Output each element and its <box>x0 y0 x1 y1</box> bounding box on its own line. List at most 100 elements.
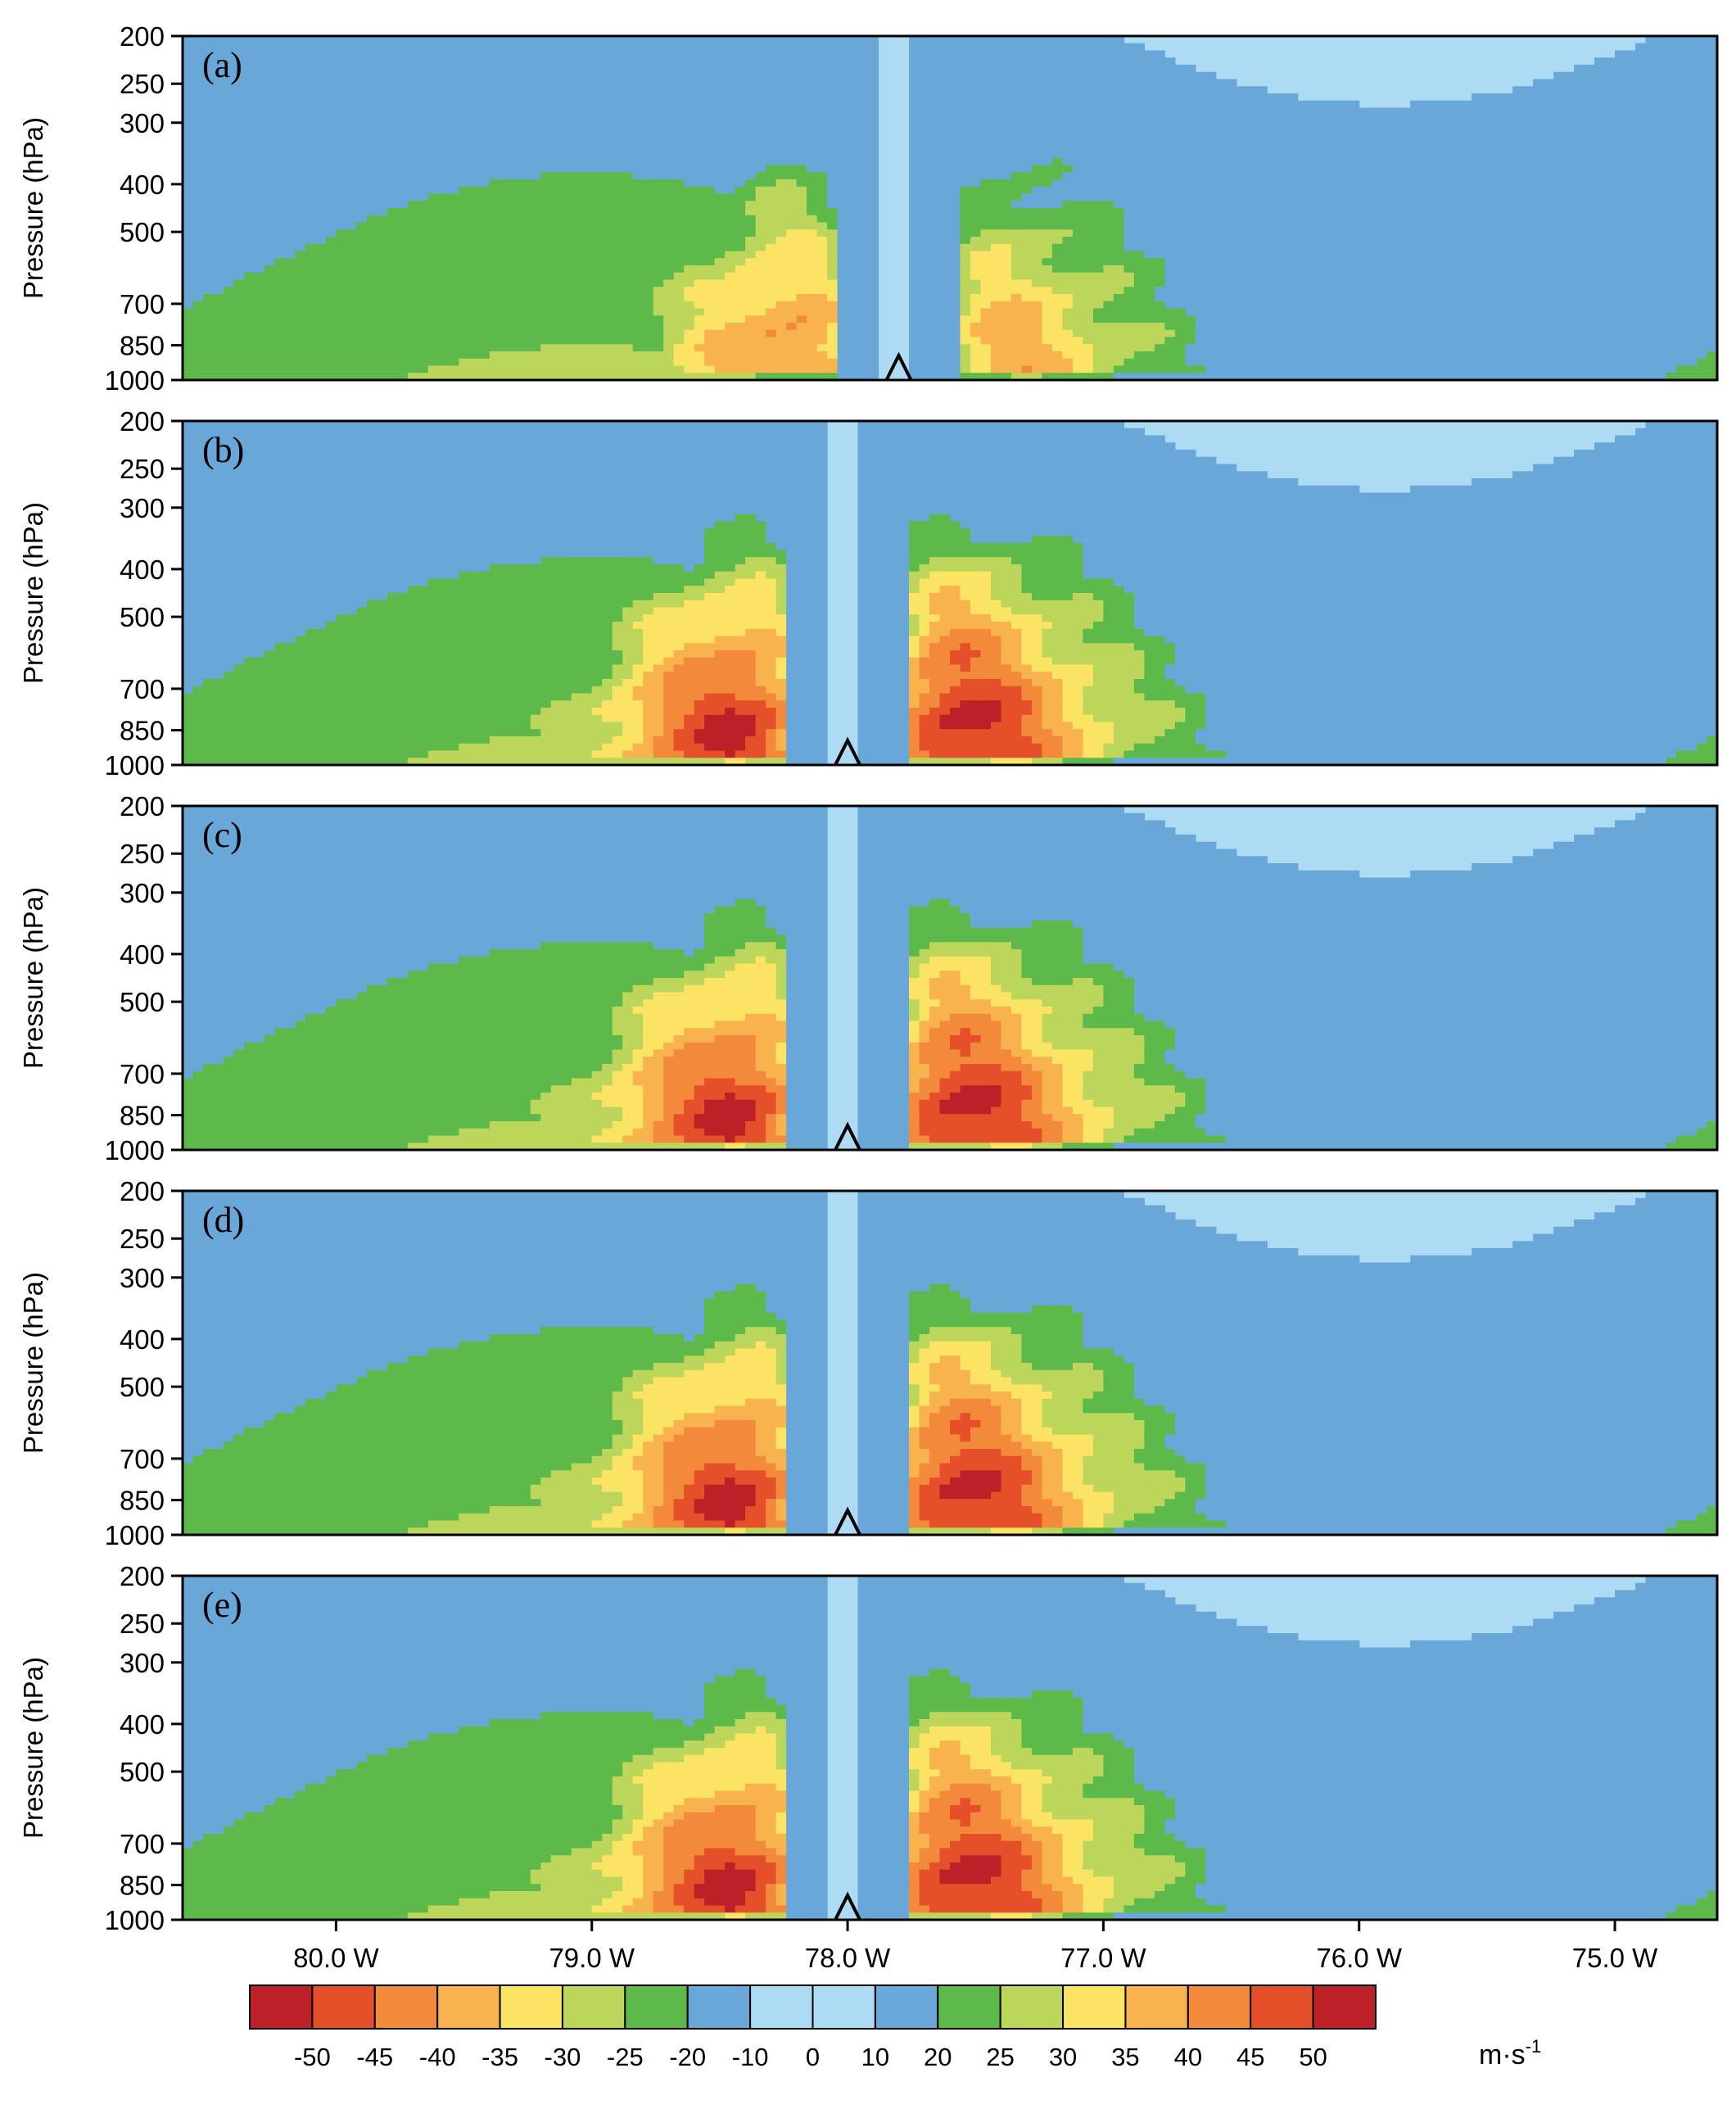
colorbar-tick-label: 45 <box>1236 2043 1264 2071</box>
y-axis-label: Pressure (hPa) <box>18 1657 48 1839</box>
colorbar-swatch <box>373 1984 439 2030</box>
y-tick-label: 1000 <box>105 1135 165 1165</box>
y-tick-label: 500 <box>120 1372 165 1402</box>
panel-label: (d) <box>202 1200 244 1240</box>
y-tick-label: 300 <box>120 878 165 908</box>
y-tick-label: 400 <box>120 170 165 200</box>
colorbar-swatch <box>937 1984 1001 2030</box>
y-tick-label: 400 <box>120 1324 165 1355</box>
y-tick-label: 250 <box>120 839 165 869</box>
y-axis-label: Pressure (hPa) <box>18 887 48 1069</box>
colorbar-swatch <box>1187 1984 1252 2030</box>
y-tick-label: 200 <box>120 1561 165 1591</box>
y-axis-label: Pressure (hPa) <box>18 117 48 299</box>
wind-speed-field <box>183 1191 1717 1535</box>
colorbar-tick-label: 10 <box>861 2043 889 2071</box>
panel-label: (b) <box>202 430 244 470</box>
y-tick-label: 300 <box>120 493 165 523</box>
y-tick-label: 500 <box>120 1757 165 1787</box>
y-tick-label: 200 <box>120 21 165 52</box>
colorbar-swatch <box>999 1984 1065 2030</box>
panel-c: 200 250 300 400 500 700 850 1000 Pressure (hPa) (… <box>18 791 1719 1165</box>
y-tick-label: 700 <box>120 1829 165 1859</box>
colorbar-tick-label: 50 <box>1299 2043 1327 2071</box>
y-tick-label: 850 <box>120 1101 165 1131</box>
y-tick-label: 700 <box>120 289 165 319</box>
panel-label: (e) <box>202 1585 242 1625</box>
wind-speed-field <box>183 421 1717 765</box>
y-tick-label: 1000 <box>105 365 165 396</box>
colorbar-tick-label: -20 <box>669 2043 706 2071</box>
wind-speed-field <box>183 806 1717 1150</box>
colorbar-tick-label: -25 <box>607 2043 644 2071</box>
x-tick-label: 79.0 W <box>549 1943 635 1973</box>
storm-center-marker <box>834 1121 861 1151</box>
y-axis-label: Pressure (hPa) <box>18 1272 48 1454</box>
y-tick-label: 700 <box>120 1059 165 1089</box>
y-tick-label: 200 <box>120 406 165 437</box>
colorbar-swatch <box>1062 1984 1127 2030</box>
y-tick-label: 850 <box>120 1871 165 1901</box>
panels: 200 250 300 400 500 700 850 1000 Pressure (hPa) (… <box>18 21 1719 1935</box>
wind-speed-field <box>183 36 1717 380</box>
colorbar-swatch <box>249 1984 314 2030</box>
panel-d: 200 250 300 400 500 700 850 1000 Pressure (hPa) (… <box>18 1176 1719 1550</box>
panel-frame <box>181 34 1719 382</box>
y-tick-label: 500 <box>120 217 165 247</box>
colorbar-swatch <box>1124 1984 1189 2030</box>
colorbar-swatch <box>686 1984 752 2030</box>
colorbar-unit-exponent: -1 <box>1526 2036 1542 2057</box>
colorbar-tick-label: 40 <box>1174 2043 1202 2071</box>
panel-b: 200 250 300 400 500 700 850 1000 Pressure (hPa) (… <box>18 406 1719 781</box>
colorbar-swatches <box>249 1984 1377 2030</box>
x-tick-label: 76.0 W <box>1316 1943 1402 1973</box>
wind-speed-field <box>183 1576 1717 1920</box>
y-tick-label: 500 <box>120 987 165 1017</box>
colorbar-tick-label: 35 <box>1111 2043 1139 2071</box>
y-tick-label: 400 <box>120 1709 165 1740</box>
y-tick-label: 850 <box>120 331 165 361</box>
y-tick-label: 400 <box>120 939 165 970</box>
storm-center-marker <box>834 1891 861 1921</box>
x-tick-label: 80.0 W <box>293 1943 379 1973</box>
y-tick-label: 200 <box>120 1176 165 1206</box>
colorbar-swatch <box>436 1984 501 2030</box>
colorbar-tick-labels: -50 -45 -40 -35 -30 -25 -20 -10 0 10 20 25 30 35 40 45 5… <box>294 2043 1327 2071</box>
y-tick-label: 1000 <box>105 1520 165 1550</box>
colorbar-tick-label: 30 <box>1049 2043 1077 2071</box>
colorbar-swatch <box>624 1984 689 2030</box>
colorbar-tick-label: -50 <box>294 2043 331 2071</box>
y-tick-label: 400 <box>120 554 165 585</box>
colorbar-swatch <box>1250 1984 1314 2030</box>
panel-label: (a) <box>202 45 242 85</box>
colorbar-swatch <box>561 1984 626 2030</box>
colorbar-tick-label: 0 <box>806 2043 820 2071</box>
y-tick-label: 250 <box>120 69 165 99</box>
x-tick-label: 75.0 W <box>1572 1943 1658 1973</box>
panel-frame <box>181 1574 1719 1921</box>
colorbar: -50 -45 -40 -35 -30 -25 -20 -10 0 10 20 25 30 35 40 45 5… <box>249 1984 1542 2071</box>
colorbar-swatch <box>811 1984 876 2030</box>
panel-label: (c) <box>202 815 242 855</box>
panel-a: 200 250 300 400 500 700 850 1000 Pressure (hPa) (… <box>18 21 1719 396</box>
panel-frame <box>181 1189 1719 1536</box>
y-tick-label: 300 <box>120 1648 165 1678</box>
storm-center-marker <box>834 736 861 766</box>
y-tick-label: 250 <box>120 454 165 484</box>
colorbar-swatch <box>499 1984 563 2030</box>
y-tick-label: 700 <box>120 1444 165 1474</box>
panel-frame <box>181 804 1719 1152</box>
colorbar-tick-label: -30 <box>545 2043 581 2071</box>
colorbar-swatch <box>749 1984 814 2030</box>
colorbar-tick-label: -10 <box>732 2043 769 2071</box>
colorbar-swatch <box>311 1984 376 2030</box>
y-tick-label: 250 <box>120 1609 165 1639</box>
y-tick-label: 250 <box>120 1224 165 1254</box>
colorbar-tick-label: -35 <box>481 2043 518 2071</box>
y-tick-label: 500 <box>120 602 165 632</box>
storm-center-marker <box>834 1506 861 1536</box>
x-tick-label: 78.0 W <box>805 1943 891 1973</box>
storm-center-marker <box>884 351 913 381</box>
y-tick-label: 200 <box>120 791 165 821</box>
colorbar-tick-label: 20 <box>924 2043 952 2071</box>
